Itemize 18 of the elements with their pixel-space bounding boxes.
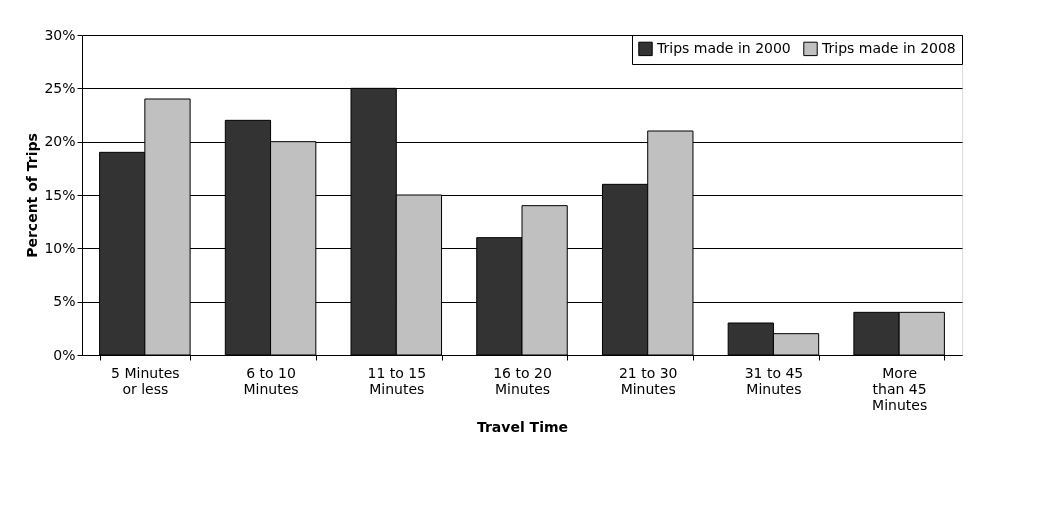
y-axis-title: Percent of Trips bbox=[24, 133, 41, 258]
x-tick-label: 21 to 30 Minutes bbox=[618, 364, 678, 397]
x-tick-label: 6 to 10 Minutes bbox=[243, 364, 299, 397]
legend-label: Trips made in 2000 bbox=[656, 39, 791, 56]
y-tick-label: 30% bbox=[44, 26, 76, 43]
x-tick-label: 5 Minutes or less bbox=[111, 364, 180, 397]
legend-label: Trips made in 2008 bbox=[821, 39, 956, 56]
x-tick-label: 31 to 45 Minutes bbox=[744, 364, 804, 397]
x-tick-label: 16 to 20 Minutes bbox=[493, 364, 552, 397]
y-tick-label: 25% bbox=[44, 79, 76, 96]
x-axis-title: Travel Time bbox=[476, 418, 569, 435]
y-tick-label: 5% bbox=[53, 293, 76, 310]
y-tick-label: 15% bbox=[44, 186, 76, 203]
x-tick-label: More than 45 Minutes bbox=[872, 364, 928, 413]
y-tick-label: 10% bbox=[44, 239, 76, 256]
x-tick-label: 11 to 15 Minutes bbox=[367, 364, 427, 397]
y-tick-label: 0% bbox=[53, 346, 76, 363]
y-tick-label: 20% bbox=[44, 133, 76, 150]
